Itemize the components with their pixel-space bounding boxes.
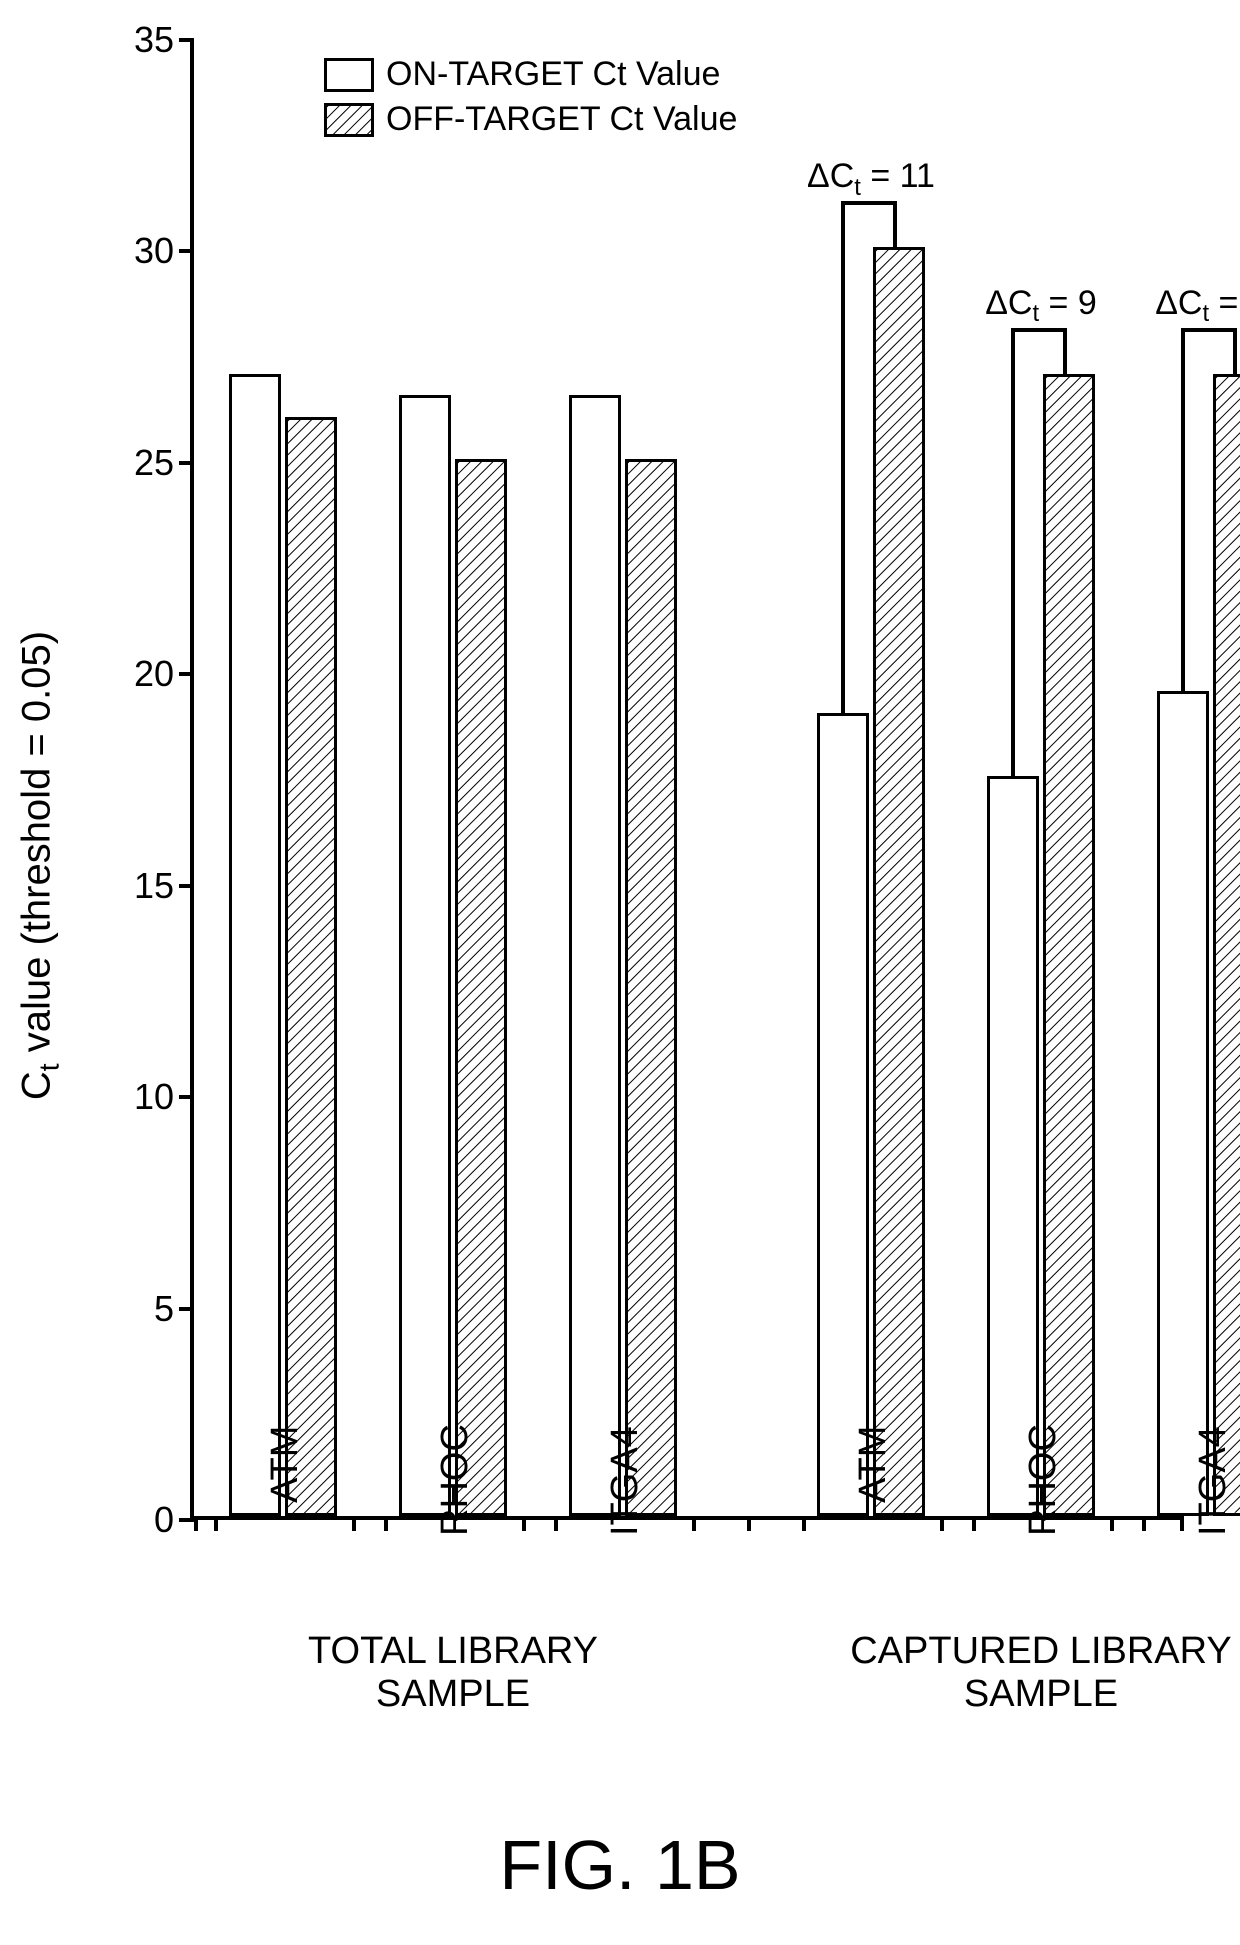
bar-off-rhoc <box>455 459 507 1516</box>
bar-on-itga4 <box>1157 691 1209 1516</box>
y-tick <box>179 38 194 42</box>
group-label-1: CAPTURED LIBRARY SAMPLE <box>817 1630 1240 1716</box>
legend-label-on: ON-TARGET Ct Value <box>386 55 720 94</box>
x-tick <box>1142 1516 1146 1531</box>
y-tick <box>179 249 194 253</box>
delta-bracket-atm <box>841 201 897 205</box>
bar-on-atm <box>817 713 869 1516</box>
y-tick-label: 15 <box>124 865 174 907</box>
x-tick <box>802 1516 806 1531</box>
x-tick <box>214 1516 218 1531</box>
group-label-0: TOTAL LIBRARY SAMPLE <box>229 1630 677 1716</box>
y-tick-label: 10 <box>124 1076 174 1118</box>
figure-label: FIG. 1B <box>0 1825 1240 1905</box>
plot-area: ON-TARGET Ct Value OFF-TARGET Ct Value 0… <box>190 40 1180 1520</box>
x-tick-label-itga4: ITGA4 <box>1192 1426 1235 1536</box>
bar-on-rhoc <box>987 776 1039 1516</box>
y-tick-label: 0 <box>124 1499 174 1541</box>
y-tick-label: 5 <box>124 1288 174 1330</box>
legend-label-off: OFF-TARGET Ct Value <box>386 100 737 139</box>
x-tick <box>940 1516 944 1531</box>
bar-on-atm <box>229 374 281 1516</box>
x-tick <box>554 1516 558 1531</box>
bar-on-rhoc <box>399 395 451 1516</box>
x-tick-label-rhoc: RHOC <box>1022 1426 1065 1536</box>
delta-bracket-rhoc <box>1011 328 1067 332</box>
x-tick-label-atm: ATM <box>264 1426 307 1536</box>
y-tick-label: 30 <box>124 230 174 272</box>
bar-off-atm <box>873 247 925 1516</box>
x-tick <box>194 1516 198 1531</box>
y-axis-label: Ct value (threshold = 0.05) <box>15 631 66 1100</box>
delta-label-itga4: ΔCt = 7 <box>1137 284 1240 323</box>
x-tick-label-itga4: ITGA4 <box>604 1426 647 1536</box>
y-tick-label: 20 <box>124 653 174 695</box>
y-tick <box>179 1307 194 1311</box>
legend-off-target: OFF-TARGET Ct Value <box>324 100 737 139</box>
y-tick <box>179 884 194 888</box>
bar-off-atm <box>285 417 337 1516</box>
x-tick <box>522 1516 526 1531</box>
bar-off-rhoc <box>1043 374 1095 1516</box>
chart-container: Ct value (threshold = 0.05) ON-TARGET Ct… <box>80 40 1180 1640</box>
bar-off-itga4 <box>625 459 677 1516</box>
y-tick <box>179 461 194 465</box>
x-tick <box>384 1516 388 1531</box>
x-tick <box>1110 1516 1114 1531</box>
y-tick-label: 25 <box>124 442 174 484</box>
bar-on-itga4 <box>569 395 621 1516</box>
y-tick <box>179 1095 194 1099</box>
legend-swatch-on <box>324 58 374 92</box>
x-tick-label-rhoc: RHOC <box>434 1426 477 1536</box>
delta-label-rhoc: ΔCt = 9 <box>967 284 1115 323</box>
delta-label-atm: ΔCt = 11 <box>797 157 945 196</box>
x-tick <box>692 1516 696 1531</box>
x-tick-label-atm: ATM <box>852 1426 895 1536</box>
legend: ON-TARGET Ct Value OFF-TARGET Ct Value <box>324 55 737 145</box>
bar-off-itga4 <box>1213 374 1240 1516</box>
legend-on-target: ON-TARGET Ct Value <box>324 55 737 94</box>
y-tick <box>179 1518 194 1522</box>
y-tick <box>179 672 194 676</box>
x-tick-group-sep <box>747 1516 751 1531</box>
x-tick <box>972 1516 976 1531</box>
x-tick <box>352 1516 356 1531</box>
delta-bracket-itga4 <box>1181 328 1237 332</box>
legend-swatch-off <box>324 103 374 137</box>
x-tick <box>1180 1516 1184 1531</box>
y-tick-label: 35 <box>124 19 174 61</box>
